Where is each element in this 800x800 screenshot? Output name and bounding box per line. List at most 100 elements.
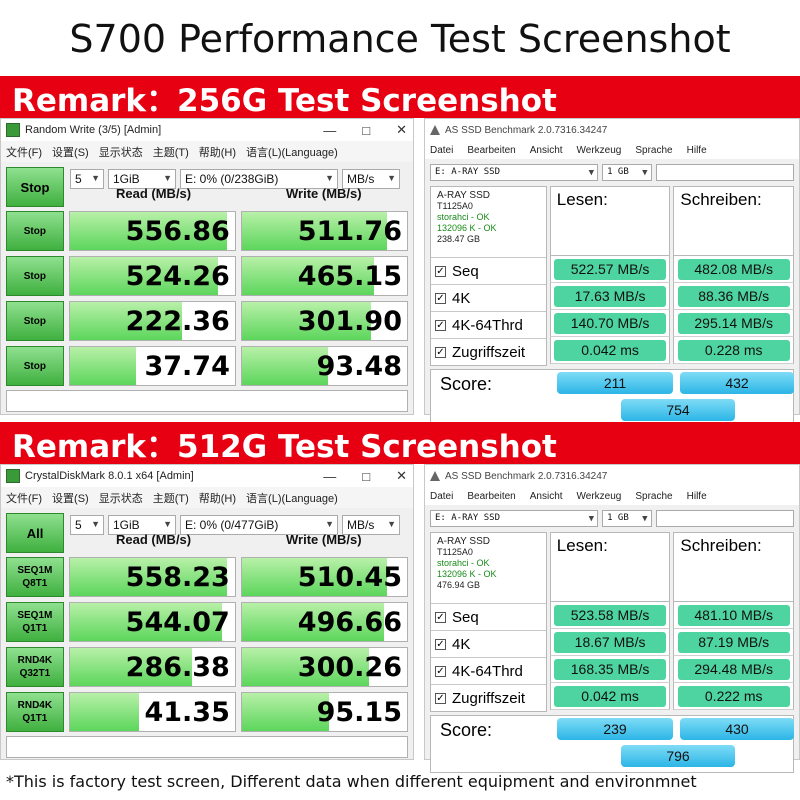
size-select[interactable]: 1 GB ▼ bbox=[602, 163, 652, 181]
test-row-label[interactable]: ✓ 4K bbox=[431, 630, 546, 657]
minimize-icon[interactable]: — bbox=[323, 122, 337, 138]
menu-hilfe[interactable]: Hilfe bbox=[686, 490, 707, 502]
read-result: 524.26 bbox=[68, 256, 236, 296]
maximize-icon[interactable]: □ bbox=[362, 468, 371, 484]
comment-input[interactable] bbox=[6, 390, 408, 412]
write-results: Schreiben: 482.08 MB/s 88.36 MB/s 295.14 MB… bbox=[673, 186, 794, 366]
window-titlebar[interactable]: Random Write (3/5) [Admin] — □ ✕ bbox=[1, 119, 413, 141]
menu-file[interactable]: 文件(F) bbox=[6, 492, 43, 505]
read-result-cell: 18.67 MB/s bbox=[549, 629, 671, 656]
menu-datei[interactable]: Datei bbox=[430, 144, 454, 156]
chevron-down-icon: ▼ bbox=[387, 519, 396, 529]
menu-bar: 文件(F) 设置(S) 显示状态 主题(T) 帮助(H) 语言(L)(Langu… bbox=[1, 141, 413, 162]
as-ssd-window-512g: AS SSD Benchmark 2.0.7316.34247 Datei Be… bbox=[424, 464, 800, 773]
read-result-cell: 17.63 MB/s bbox=[549, 283, 671, 310]
write-value: 465.15 bbox=[297, 260, 402, 292]
test-count-select[interactable]: 5 ▼ bbox=[70, 515, 104, 535]
drive-select[interactable]: E: 0% (0/477GiB) ▼ bbox=[180, 515, 338, 535]
result-row: Stop 524.26 465.15 bbox=[6, 254, 408, 298]
test-button[interactable]: Stop bbox=[6, 256, 64, 296]
test-row-label[interactable]: ✓ Seq bbox=[431, 603, 546, 630]
checkbox-checked-icon[interactable]: ✓ bbox=[435, 346, 446, 358]
write-result: 465.15 bbox=[240, 256, 408, 296]
checkbox-checked-icon[interactable]: ✓ bbox=[435, 692, 446, 704]
test-button[interactable]: Stop bbox=[6, 301, 64, 341]
menu-settings[interactable]: 设置(S) bbox=[52, 492, 89, 505]
menu-hilfe[interactable]: Hilfe bbox=[686, 144, 707, 156]
read-bar bbox=[69, 257, 219, 295]
menu-language[interactable]: 语言(L)(Language) bbox=[246, 146, 338, 159]
unit-select[interactable]: MB/s ▼ bbox=[342, 169, 400, 189]
close-icon[interactable]: ✕ bbox=[396, 122, 407, 137]
test-row-label[interactable]: ✓ Zugriffszeit bbox=[431, 684, 546, 711]
test-button[interactable]: RND4K Q1T1 bbox=[6, 692, 64, 732]
run-all-button[interactable]: All bbox=[6, 513, 64, 553]
test-size-select[interactable]: 1GiB ▼ bbox=[108, 515, 176, 535]
menu-sprache[interactable]: Sprache bbox=[635, 490, 673, 502]
test-row-label[interactable]: ✓ 4K bbox=[431, 284, 546, 311]
write-value: 496.66 bbox=[297, 606, 402, 638]
close-icon[interactable]: ✕ bbox=[396, 468, 407, 483]
comment-input[interactable] bbox=[6, 736, 408, 758]
crystaldiskmark-window-512g: CrystalDiskMark 8.0.1 x64 [Admin] — □ ✕ … bbox=[0, 464, 414, 760]
write-result: 93.48 bbox=[240, 346, 408, 386]
menu-ansicht[interactable]: Ansicht bbox=[529, 490, 563, 502]
drive-select[interactable]: E: A-RAY SSD ▼ bbox=[430, 163, 599, 181]
write-value: 511.76 bbox=[297, 215, 402, 247]
window-titlebar[interactable]: AS SSD Benchmark 2.0.7316.34247 bbox=[425, 465, 799, 487]
read-bar bbox=[69, 648, 192, 686]
test-row-label[interactable]: ✓ 4K-64Thrd bbox=[431, 657, 546, 684]
test-row-label[interactable]: ✓ 4K-64Thrd bbox=[431, 311, 546, 338]
crystaldiskmark-icon bbox=[6, 123, 20, 137]
menu-bearbeiten[interactable]: Bearbeiten bbox=[467, 144, 516, 156]
read-header: Lesen: bbox=[549, 186, 671, 256]
checkbox-checked-icon[interactable]: ✓ bbox=[435, 292, 446, 304]
menu-file[interactable]: 文件(F) bbox=[6, 146, 43, 159]
chevron-down-icon: ▼ bbox=[642, 513, 648, 524]
drive-select[interactable]: E: A-RAY SSD ▼ bbox=[430, 509, 599, 527]
drive-select[interactable]: E: 0% (0/238GiB) ▼ bbox=[180, 169, 338, 189]
test-size-select[interactable]: 1GiB ▼ bbox=[108, 169, 176, 189]
checkbox-checked-icon[interactable]: ✓ bbox=[435, 638, 446, 650]
menu-display[interactable]: 显示状态 bbox=[98, 492, 143, 505]
test-button[interactable]: RND4K Q32T1 bbox=[6, 647, 64, 687]
unit-select[interactable]: MB/s ▼ bbox=[342, 515, 400, 535]
score-write: 430 bbox=[680, 718, 794, 740]
menu-help[interactable]: 帮助(H) bbox=[198, 492, 237, 505]
menu-language[interactable]: 语言(L)(Language) bbox=[246, 492, 338, 505]
menu-bearbeiten[interactable]: Bearbeiten bbox=[467, 490, 516, 502]
write-bar bbox=[241, 347, 328, 385]
maximize-icon[interactable]: □ bbox=[362, 122, 371, 138]
checkbox-checked-icon[interactable]: ✓ bbox=[435, 319, 446, 331]
test-button[interactable]: Stop bbox=[6, 211, 64, 251]
menu-display[interactable]: 显示状态 bbox=[98, 146, 143, 159]
result-row: SEQ1M Q8T1 558.23 510.45 bbox=[6, 555, 408, 599]
checkbox-checked-icon[interactable]: ✓ bbox=[435, 611, 446, 623]
test-count-select[interactable]: 5 ▼ bbox=[70, 169, 104, 189]
menu-ansicht[interactable]: Ansicht bbox=[529, 144, 563, 156]
menu-datei[interactable]: Datei bbox=[430, 490, 454, 502]
menu-settings[interactable]: 设置(S) bbox=[52, 146, 89, 159]
test-button[interactable]: SEQ1M Q8T1 bbox=[6, 557, 64, 597]
menu-sprache[interactable]: Sprache bbox=[635, 144, 673, 156]
test-row-label[interactable]: ✓ Seq bbox=[431, 257, 546, 284]
menu-theme[interactable]: 主题(T) bbox=[152, 492, 189, 505]
menu-werkzeug[interactable]: Werkzeug bbox=[576, 490, 622, 502]
window-titlebar[interactable]: AS SSD Benchmark 2.0.7316.34247 bbox=[425, 119, 799, 141]
menu-werkzeug[interactable]: Werkzeug bbox=[576, 144, 622, 156]
stop-all-button[interactable]: Stop bbox=[6, 167, 64, 207]
checkbox-checked-icon[interactable]: ✓ bbox=[435, 665, 446, 677]
test-row-label[interactable]: ✓ Zugriffszeit bbox=[431, 338, 546, 365]
read-result-cell: 523.58 MB/s bbox=[549, 602, 671, 629]
size-select[interactable]: 1 GB ▼ bbox=[602, 509, 652, 527]
test-button[interactable]: SEQ1M Q1T1 bbox=[6, 602, 64, 642]
write-header: Schreiben: bbox=[673, 186, 794, 256]
menu-theme[interactable]: 主题(T) bbox=[152, 146, 189, 159]
menu-bar: Datei Bearbeiten Ansicht Werkzeug Sprach… bbox=[425, 487, 799, 505]
test-button[interactable]: Stop bbox=[6, 346, 64, 386]
minimize-icon[interactable]: — bbox=[323, 468, 337, 484]
menu-help[interactable]: 帮助(H) bbox=[198, 146, 237, 159]
write-bar bbox=[241, 648, 370, 686]
checkbox-checked-icon[interactable]: ✓ bbox=[435, 265, 446, 277]
window-titlebar[interactable]: CrystalDiskMark 8.0.1 x64 [Admin] — □ ✕ bbox=[1, 465, 413, 487]
